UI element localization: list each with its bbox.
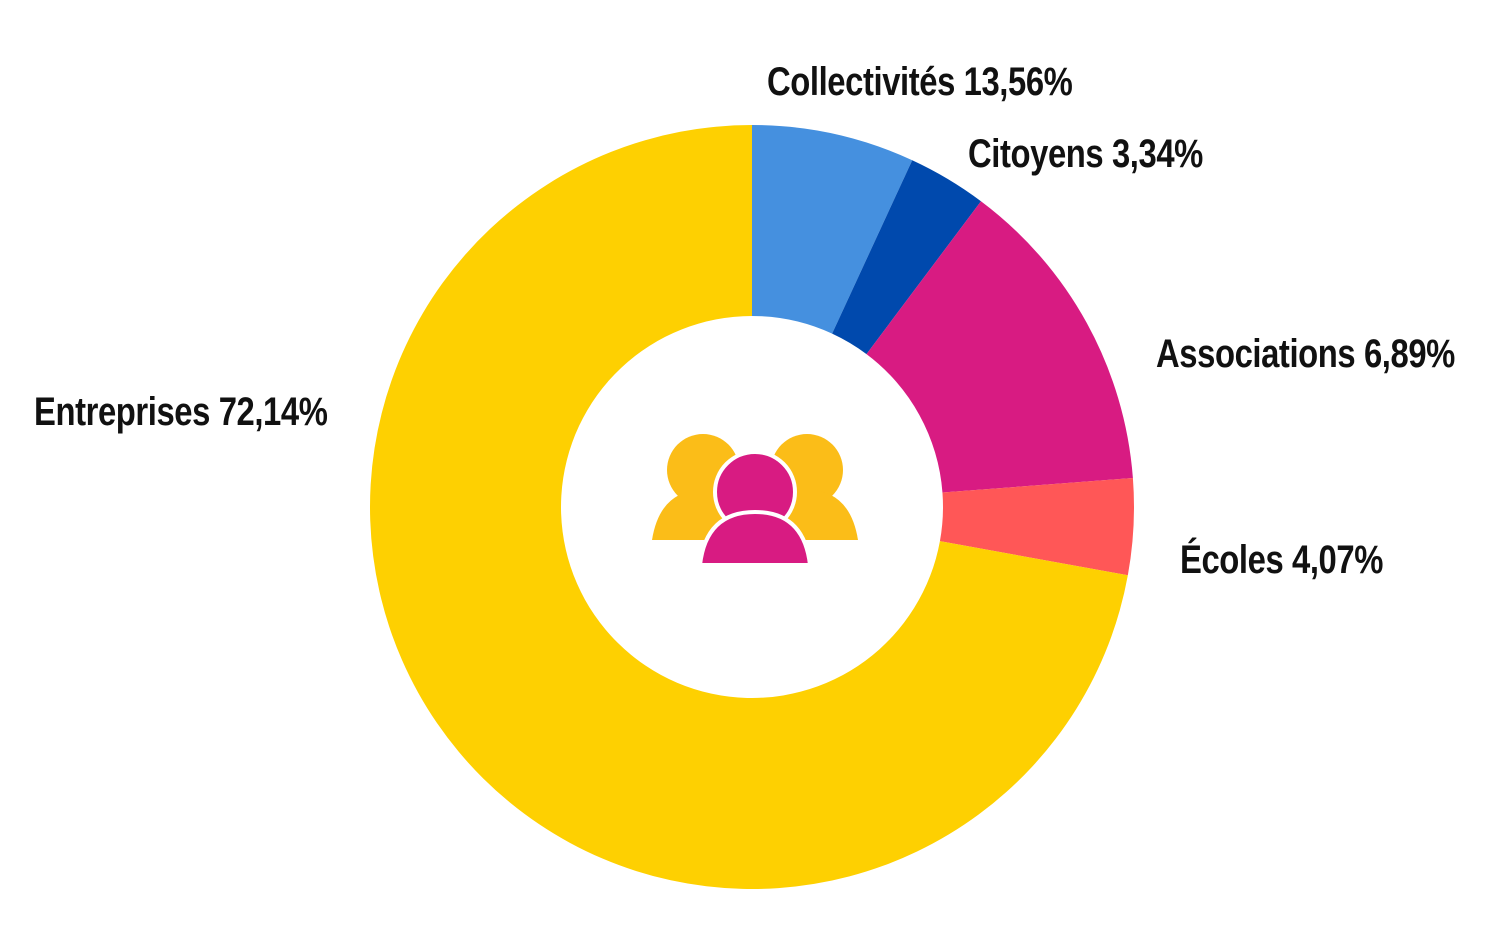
slice-value: 3,34%: [1111, 132, 1203, 176]
slice-value: 6,89%: [1363, 332, 1455, 376]
slice-label: Collectivités: [767, 60, 955, 104]
label-citoyens: Citoyens 3,34%: [968, 132, 1203, 177]
users-group-icon: [652, 434, 858, 567]
slice-value: 72,14%: [218, 390, 328, 434]
label-collectivites: Collectivités 13,56%: [767, 60, 1073, 105]
label-entreprises: Entreprises 72,14%: [34, 390, 328, 435]
slice-value: 13,56%: [963, 60, 1073, 104]
slice-label: Écoles: [1180, 538, 1284, 582]
slice-entreprises: [369, 125, 1128, 889]
label-associations: Associations 6,89%: [1156, 332, 1455, 377]
label-ecoles: Écoles 4,07%: [1180, 538, 1383, 583]
slice-collectivites: [866, 201, 1133, 493]
slice-label: Citoyens: [968, 132, 1104, 176]
slice-label: Entreprises: [34, 390, 210, 434]
slice-value: 4,07%: [1292, 538, 1383, 582]
slice-label: Associations: [1156, 332, 1356, 376]
slice-associations: [752, 125, 913, 334]
slice-ecoles: [939, 477, 1134, 576]
slice-citoyens: [832, 160, 981, 355]
